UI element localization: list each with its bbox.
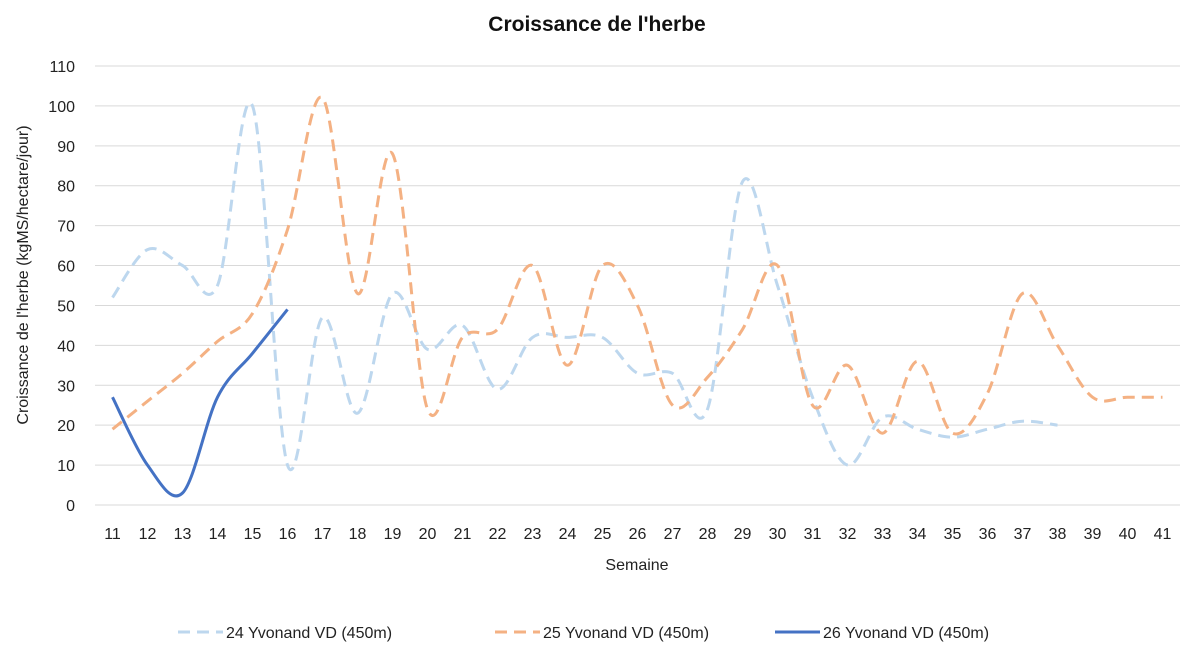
x-tick-label: 40 bbox=[1119, 526, 1137, 543]
x-tick-label: 12 bbox=[139, 526, 157, 543]
x-tick-label: 27 bbox=[664, 526, 682, 543]
gridlines bbox=[95, 65, 1180, 506]
x-tick-label: 25 bbox=[594, 526, 612, 543]
x-tick-label: 17 bbox=[314, 526, 332, 543]
x-tick-label: 20 bbox=[419, 526, 437, 543]
x-tick-label: 11 bbox=[104, 526, 121, 543]
y-tick-label: 30 bbox=[57, 378, 75, 395]
y-tick-label: 90 bbox=[57, 139, 75, 156]
x-tick-label: 32 bbox=[839, 526, 857, 543]
x-tick-label: 34 bbox=[909, 526, 927, 543]
y-tick-label: 110 bbox=[49, 59, 75, 76]
y-tick-label: 60 bbox=[57, 259, 75, 276]
y-tick-label: 100 bbox=[48, 99, 75, 116]
y-tick-label: 50 bbox=[57, 298, 75, 315]
legend-label: 24 Yvonand VD (450m) bbox=[226, 625, 392, 642]
y-tick-label: 70 bbox=[57, 219, 75, 236]
x-tick-label: 29 bbox=[734, 526, 752, 543]
x-tick-label: 16 bbox=[279, 526, 297, 543]
x-tick-label: 28 bbox=[699, 526, 717, 543]
x-tick-label: 26 bbox=[629, 526, 647, 543]
x-tick-label: 18 bbox=[349, 526, 367, 543]
x-tick-label: 22 bbox=[489, 526, 507, 543]
x-tick-label: 30 bbox=[769, 526, 787, 543]
x-axis-ticks: 11 12 13 14 15 16 17 18 19 20 21 22 23 24 25 26 27 28 29 30… bbox=[104, 526, 1171, 543]
x-tick-label: 14 bbox=[209, 526, 227, 543]
x-tick-label: 35 bbox=[944, 526, 962, 543]
x-tick-label: 31 bbox=[804, 526, 822, 543]
y-tick-label: 80 bbox=[57, 179, 75, 196]
x-tick-label: 41 bbox=[1154, 526, 1172, 543]
x-tick-label: 24 bbox=[559, 526, 577, 543]
y-tick-label: 20 bbox=[57, 418, 75, 435]
y-axis-title: Croissance de l'herbe (kgMS/hectare/jour… bbox=[15, 125, 32, 424]
y-tick-label: 40 bbox=[57, 338, 75, 355]
series-line-2 bbox=[111, 95, 1163, 436]
x-tick-label: 33 bbox=[874, 526, 892, 543]
x-tick-label: 15 bbox=[244, 526, 262, 543]
y-axis-ticks: 0 10 20 30 40 50 60 70 80 90 100 110 bbox=[48, 59, 75, 515]
legend-label: 26 Yvonand VD (450m) bbox=[823, 625, 989, 642]
x-tick-label: 21 bbox=[454, 526, 472, 543]
x-tick-label: 39 bbox=[1084, 526, 1102, 543]
y-tick-label: 10 bbox=[57, 458, 75, 475]
x-tick-label: 37 bbox=[1014, 526, 1032, 543]
x-tick-label: 36 bbox=[979, 526, 997, 543]
x-axis-title: Semaine bbox=[605, 557, 668, 574]
chart-title: Croissance de l'herbe bbox=[488, 13, 705, 36]
x-tick-label: 19 bbox=[384, 526, 402, 543]
x-tick-label: 23 bbox=[524, 526, 542, 543]
series-line-1 bbox=[111, 101, 1058, 471]
series-lines bbox=[111, 95, 1163, 498]
legend: 24 Yvonand VD (450m) 25 Yvonand VD (450m)… bbox=[178, 625, 989, 642]
y-tick-label: 0 bbox=[66, 498, 75, 515]
x-tick-label: 13 bbox=[174, 526, 192, 543]
x-tick-label: 38 bbox=[1049, 526, 1067, 543]
series-line-3 bbox=[111, 308, 289, 498]
legend-label: 25 Yvonand VD (450m) bbox=[543, 625, 709, 642]
